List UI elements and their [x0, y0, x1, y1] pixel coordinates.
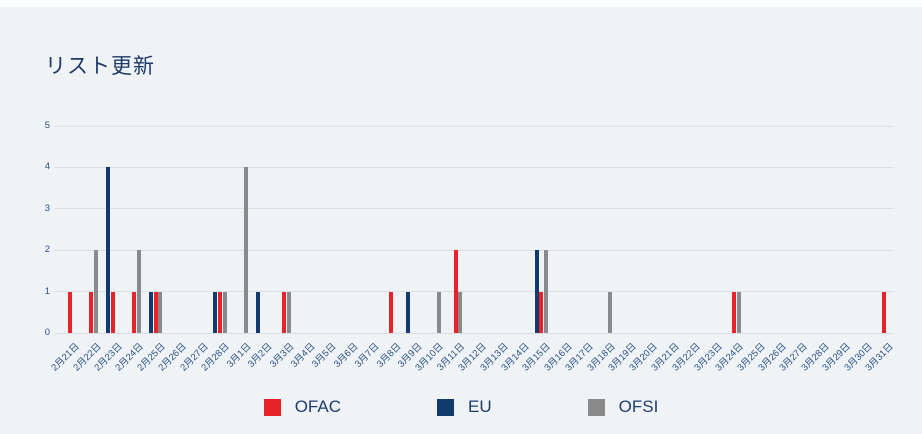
- bar-eu-2月25日[interactable]: [148, 291, 153, 333]
- plot-area: 2月21日 2月22日 2月23日 2月24日 2月25日 2月26日 2月27日 2月28日…: [49, 125, 896, 374]
- gridline: [55, 249, 893, 251]
- y-axis-tick-label: 4: [44, 161, 50, 173]
- bar-ofsi-3月15日[interactable]: [543, 250, 548, 333]
- gridline: [55, 332, 893, 334]
- bar-ofsi-2月28日[interactable]: [222, 291, 227, 333]
- y-axis-tick-label: 0: [44, 327, 50, 338]
- legend-item-ofsi[interactable]: OFSI: [587, 397, 659, 417]
- legend-swatch-icon: [587, 398, 605, 416]
- bar-ofsi-2月25日[interactable]: [158, 291, 163, 333]
- bar-ofac-3月24日[interactable]: [732, 291, 737, 333]
- legend-item-ofac[interactable]: OFAC: [263, 397, 341, 417]
- legend-item-label: EU: [468, 397, 492, 416]
- bar-ofsi-2月24日[interactable]: [136, 250, 141, 333]
- bar-eu-2月23日[interactable]: [106, 167, 111, 333]
- y-axis-tick-label: 3: [44, 202, 50, 214]
- bar-ofac-2月22日[interactable]: [89, 291, 94, 333]
- bar-ofsi-3月18日[interactable]: [608, 291, 613, 333]
- bar-ofac-3月8日[interactable]: [389, 291, 394, 333]
- y-axis-tick-label: 5: [44, 120, 50, 131]
- bar-ofac-2月23日[interactable]: [110, 291, 115, 333]
- bar-ofac-2月24日[interactable]: [132, 291, 137, 333]
- legend-item-eu[interactable]: EU: [437, 397, 492, 417]
- top-strip: [0, 0, 922, 7]
- bar-eu-3月9日[interactable]: [406, 291, 411, 333]
- chart-legend: OFAC EU OFSI: [0, 397, 922, 417]
- bar-eu-2月28日[interactable]: [213, 291, 218, 333]
- bar-ofsi-3月1日[interactable]: [244, 167, 249, 333]
- gridline: [55, 208, 893, 210]
- gridline: [55, 125, 893, 127]
- legend-swatch-icon: [263, 398, 281, 416]
- bar-ofsi-3月11日[interactable]: [458, 291, 463, 333]
- legend-item-label: OFAC: [294, 397, 341, 416]
- legend-item-label: OFSI: [618, 397, 659, 416]
- bar-ofac-2月28日[interactable]: [217, 291, 222, 333]
- bar-ofsi-2月22日[interactable]: [94, 250, 99, 333]
- bar-ofac-2月25日[interactable]: [153, 291, 158, 333]
- bar-ofac-3月31日[interactable]: [881, 291, 886, 333]
- chart-title: リスト更新: [45, 55, 155, 78]
- bar-ofsi-3月24日[interactable]: [736, 291, 741, 333]
- legend-swatch-icon: [437, 398, 454, 416]
- y-axis-tick-label: 2: [44, 244, 50, 256]
- bar-ofac-3月3日[interactable]: [282, 291, 287, 333]
- y-axis-tick-label: 1: [44, 285, 50, 297]
- bar-ofac-3月15日[interactable]: [539, 291, 544, 333]
- bar-ofsi-3月10日[interactable]: [436, 291, 441, 333]
- bar-ofac-2月21日[interactable]: [68, 291, 72, 333]
- gridline: [55, 166, 893, 168]
- gridline: [55, 291, 893, 293]
- bar-ofac-3月11日[interactable]: [453, 250, 458, 333]
- bar-eu-3月2日[interactable]: [256, 291, 261, 333]
- bar-eu-3月15日[interactable]: [534, 250, 539, 333]
- bar-ofsi-3月3日[interactable]: [286, 291, 291, 333]
